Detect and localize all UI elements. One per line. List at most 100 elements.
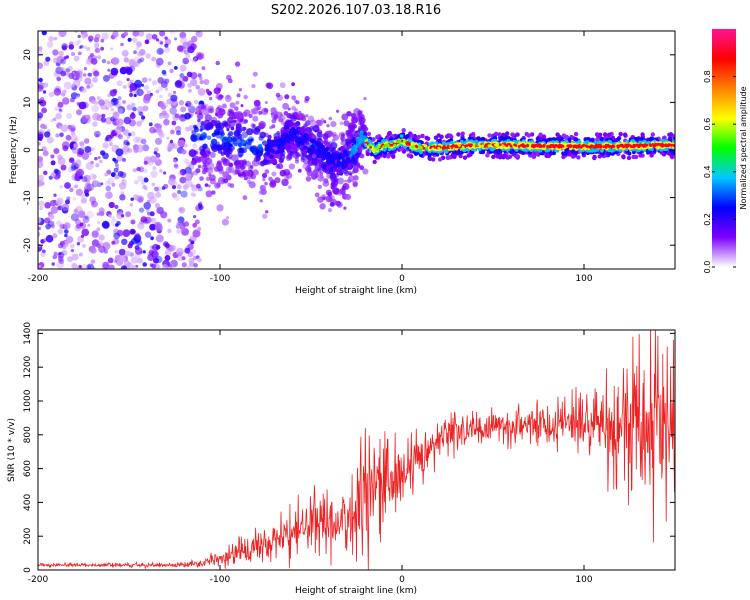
noise-blob bbox=[177, 45, 184, 52]
ridge-blob bbox=[393, 143, 397, 147]
noise-blob bbox=[62, 145, 69, 152]
transition-blob bbox=[340, 133, 345, 138]
noise-blob bbox=[160, 211, 168, 219]
noise-blob bbox=[116, 118, 124, 127]
transition-blob bbox=[194, 155, 199, 161]
ridge-blob bbox=[424, 135, 429, 141]
noise-blob bbox=[64, 182, 71, 189]
noise-blob bbox=[78, 211, 86, 218]
ridge-blob bbox=[495, 154, 500, 159]
transition-blob bbox=[340, 136, 346, 142]
transition-blob bbox=[288, 185, 292, 189]
noise-blob bbox=[143, 218, 149, 225]
noise-blob bbox=[140, 216, 148, 223]
noise-blob bbox=[159, 41, 164, 45]
noise-blob bbox=[133, 93, 137, 98]
noise-blob bbox=[50, 172, 56, 178]
noise-blob bbox=[91, 230, 99, 238]
noise-blob bbox=[147, 211, 151, 216]
transition-blob bbox=[215, 144, 223, 151]
noise-blob bbox=[176, 130, 181, 136]
ridge-blob bbox=[515, 154, 521, 159]
noise-blob bbox=[68, 157, 75, 163]
noise-blob bbox=[106, 60, 111, 65]
transition-blob bbox=[199, 79, 204, 85]
transition-blob bbox=[262, 213, 268, 219]
transition-blob bbox=[338, 193, 342, 197]
noise-blob bbox=[76, 95, 80, 99]
colorbar-tick-label: 0.6 bbox=[703, 118, 712, 131]
transition-blob bbox=[279, 82, 286, 89]
noise-blob bbox=[162, 264, 168, 269]
transition-blob bbox=[259, 184, 266, 192]
transition-blob bbox=[259, 199, 263, 203]
noise-blob bbox=[74, 159, 82, 168]
ridge-blob bbox=[448, 133, 453, 138]
ridge-blob bbox=[569, 144, 573, 148]
ridge-blob bbox=[521, 151, 526, 155]
noise-blob bbox=[177, 221, 182, 226]
ridge-blob bbox=[361, 125, 367, 130]
transition-blob bbox=[264, 181, 268, 186]
transition-blob bbox=[220, 135, 226, 141]
noise-blob bbox=[172, 185, 176, 190]
ridge-blob bbox=[462, 155, 468, 160]
noise-blob bbox=[136, 41, 142, 47]
transition-blob bbox=[261, 172, 268, 179]
transition-blob bbox=[218, 168, 224, 175]
noise-blob bbox=[89, 173, 97, 181]
noise-blob bbox=[70, 131, 76, 136]
noise-blob bbox=[185, 100, 192, 107]
transition-blob bbox=[328, 116, 333, 121]
ridge-blob bbox=[399, 146, 404, 152]
noise-blob bbox=[70, 243, 75, 249]
noise-blob bbox=[110, 67, 119, 76]
transition-blob bbox=[329, 172, 337, 180]
noise-blob bbox=[50, 154, 55, 159]
noise-blob bbox=[42, 82, 49, 88]
transition-blob bbox=[351, 170, 355, 174]
x-tick-label: -200 bbox=[28, 575, 49, 585]
noise-blob bbox=[184, 126, 190, 132]
transition-blob bbox=[264, 101, 268, 104]
noise-blob bbox=[124, 250, 131, 257]
noise-blob bbox=[178, 45, 186, 53]
noise-blob bbox=[114, 260, 118, 264]
ridge-blob bbox=[342, 163, 347, 167]
noise-blob bbox=[163, 112, 170, 119]
transition-blob bbox=[294, 99, 298, 103]
transition-blob bbox=[280, 120, 285, 125]
transition-blob bbox=[343, 206, 347, 210]
noise-blob bbox=[173, 159, 177, 163]
noise-blob bbox=[53, 199, 57, 203]
ridge-blob bbox=[509, 137, 514, 142]
noise-blob bbox=[104, 172, 109, 177]
noise-blob bbox=[169, 31, 176, 35]
noise-blob bbox=[141, 77, 148, 83]
ridge-blob bbox=[307, 147, 312, 152]
transition-blob bbox=[200, 157, 205, 162]
transition-blob bbox=[227, 182, 232, 187]
noise-blob bbox=[187, 46, 195, 54]
noise-blob bbox=[56, 55, 64, 64]
noise-blob bbox=[184, 179, 193, 188]
noise-blob bbox=[67, 66, 73, 72]
noise-blob bbox=[136, 120, 143, 127]
ridge-blob bbox=[611, 145, 614, 149]
noise-blob bbox=[177, 81, 185, 89]
transition-blob bbox=[304, 98, 309, 104]
noise-blob bbox=[78, 101, 87, 110]
noise-blob bbox=[78, 252, 83, 257]
noise-blob bbox=[38, 62, 43, 69]
noise-blob bbox=[74, 175, 81, 182]
noise-blob bbox=[43, 170, 48, 175]
noise-blob bbox=[144, 231, 152, 238]
noise-blob bbox=[108, 201, 115, 209]
noise-blob bbox=[97, 220, 101, 225]
noise-blob bbox=[137, 175, 144, 182]
transition-blob bbox=[335, 200, 342, 207]
transition-blob bbox=[210, 144, 217, 151]
ridge-blob bbox=[468, 144, 472, 148]
ridge-blob bbox=[280, 134, 285, 139]
x-tick-label: 0 bbox=[399, 274, 405, 284]
